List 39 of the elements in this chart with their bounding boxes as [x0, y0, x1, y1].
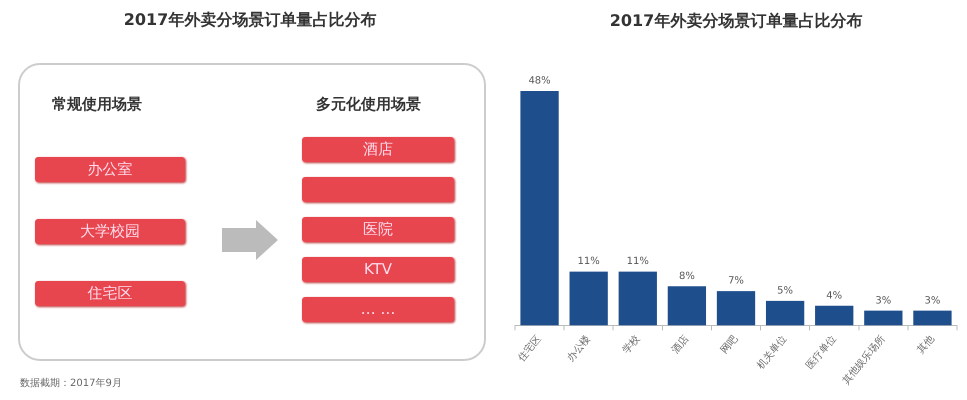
bar [864, 310, 902, 326]
x-tick-label: 其他 [914, 333, 937, 356]
chart-title: 2017年外卖分场景订单量占比分布 [610, 10, 862, 30]
data-label: 4% [826, 290, 842, 302]
x-tick-label: 住宅区 [515, 333, 544, 364]
data-label: 3% [924, 295, 940, 306]
bar [520, 90, 559, 326]
bar [618, 272, 657, 326]
bar [913, 310, 952, 326]
data-label: 7% [728, 276, 744, 287]
label-box: 医院 [302, 217, 454, 242]
x-tick-label: 酒店 [669, 333, 692, 356]
bar [570, 272, 608, 326]
x-tick-label: 学校 [620, 333, 642, 356]
text: 数据截期：2017年9月 [20, 376, 122, 390]
label-box: 住宅区 [35, 281, 185, 306]
text: 2017年外卖分场景订单量占比分布 [122, 10, 378, 31]
label-box: … … [302, 297, 454, 322]
label-box: 大学校园 [35, 219, 185, 244]
x-tick-label: 办公楼 [564, 333, 593, 364]
bar [716, 291, 756, 326]
bar [766, 300, 804, 326]
x-tick-label: 医疗单位 [804, 333, 839, 372]
bar [668, 286, 706, 326]
text: 常规使用场景 [52, 95, 142, 114]
data-label: 5% [777, 286, 794, 297]
x-tick-label: 网吧 [719, 334, 740, 356]
text: 多元化使用场景 [316, 95, 421, 114]
data-label: 11% [626, 256, 649, 268]
x-tick-label: 其他娱乐场所 [840, 333, 888, 387]
data-label: 3% [875, 295, 892, 306]
data-label: 48% [528, 76, 551, 87]
label-box: 酒店 [302, 137, 454, 162]
data-label: 11% [578, 256, 600, 268]
x-tick-label: 机关单位 [754, 333, 790, 372]
label-box: KTV [302, 257, 454, 282]
bar [815, 306, 854, 326]
label-box: 办公室 [35, 157, 185, 182]
data-label: 8% [678, 270, 695, 282]
